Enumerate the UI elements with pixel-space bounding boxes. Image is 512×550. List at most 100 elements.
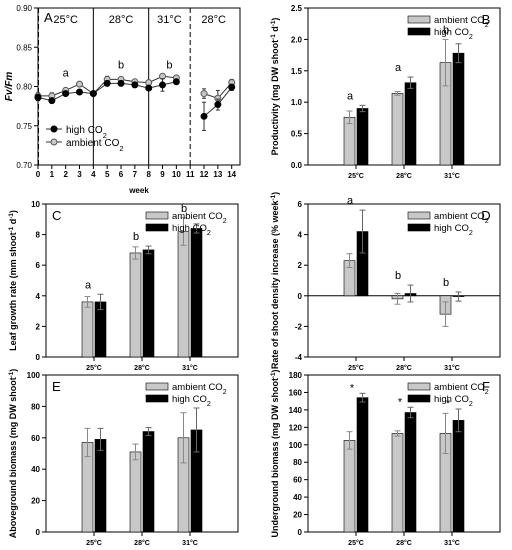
bar-ambient bbox=[177, 231, 190, 358]
y-tick-label: 10 bbox=[31, 200, 40, 209]
panel-letter: D bbox=[481, 208, 490, 223]
y-tick-label: 100 bbox=[27, 371, 41, 380]
significance-letter: a bbox=[395, 62, 402, 74]
bar-high bbox=[94, 301, 107, 358]
x-tick-label: 2 bbox=[63, 170, 68, 179]
panel-frame bbox=[307, 374, 501, 533]
y-tick-label: 6 bbox=[36, 261, 41, 270]
x-tick-label: 25°C bbox=[348, 539, 364, 547]
data-point bbox=[228, 83, 236, 91]
y-axis-label: Underground biomass (mg DW shoot-1) bbox=[270, 369, 281, 537]
legend-swatch-ambient bbox=[407, 211, 431, 220]
bar-high bbox=[356, 108, 369, 166]
data-point bbox=[214, 101, 222, 109]
panel-f: F 0 20 40 60 80 100 120 140 160 180 Underground bio… bbox=[270, 369, 501, 547]
significance-letter: a bbox=[85, 279, 92, 291]
x-tick-label: 31°C bbox=[444, 172, 460, 180]
legend-label: ambient CO2 bbox=[434, 211, 489, 225]
significance-letter: a bbox=[347, 195, 354, 207]
y-tick-label: 140 bbox=[289, 406, 303, 415]
data-point bbox=[200, 90, 208, 98]
significance-letter: b bbox=[181, 203, 187, 215]
significance-letter: * bbox=[446, 398, 451, 410]
panel-a: A 25°C 28°C 31°C 28°C0.700.750.800.850.900 1 2… bbox=[4, 4, 241, 195]
bar-ambient bbox=[391, 433, 404, 533]
bar-high bbox=[404, 412, 417, 533]
x-tick-label: 25°C bbox=[86, 539, 102, 547]
panel-e: E 0 20 40 60 80 100 Aboveground biomass (mg DW … bbox=[8, 369, 239, 547]
panel-letter: E bbox=[52, 379, 61, 394]
y-tick-label: 0 bbox=[298, 528, 303, 537]
y-axis-label: Productivity (mg DW shoot-1 d-1) bbox=[270, 18, 281, 156]
x-tick-label: 14 bbox=[227, 170, 236, 179]
y-tick-label: 0.0 bbox=[291, 161, 303, 170]
x-tick-label: 12 bbox=[200, 170, 209, 179]
y-axis-label: Rate of shoot density increase (% week-1… bbox=[270, 192, 281, 369]
data-point bbox=[131, 81, 139, 89]
y-tick-label: 0.5 bbox=[291, 130, 303, 139]
y-tick-label: 40 bbox=[293, 493, 302, 502]
legend-marker bbox=[50, 125, 58, 133]
data-point bbox=[76, 88, 84, 96]
y-tick-label: -2 bbox=[295, 322, 303, 331]
x-tick-label: 31°C bbox=[182, 364, 198, 372]
y-tick-label: 2 bbox=[36, 322, 41, 331]
panel-b: B 0.0 0.5 1.0 1.5 2.0 2.5 Productivity (mg DW s… bbox=[270, 4, 501, 180]
y-tick-label: 60 bbox=[293, 476, 302, 485]
y-tick-label: 20 bbox=[293, 511, 302, 520]
phase-label: 28°C bbox=[201, 14, 226, 26]
panel-letter: F bbox=[482, 379, 490, 394]
y-tick-label: 4 bbox=[298, 231, 303, 240]
bar-high bbox=[356, 397, 369, 533]
legend-swatch-high bbox=[407, 223, 431, 232]
legend-label: high CO2 bbox=[66, 125, 107, 140]
significance-letter: b bbox=[133, 231, 139, 243]
significance-letter: * bbox=[350, 382, 355, 394]
panel-letter: B bbox=[482, 12, 491, 27]
y-axis-label: Fv/Fm bbox=[4, 72, 15, 102]
y-tick-label: 80 bbox=[293, 458, 302, 467]
x-tick-label: 31°C bbox=[444, 364, 460, 372]
y-tick-label: 1.0 bbox=[291, 98, 303, 107]
bar-ambient bbox=[129, 451, 142, 533]
y-tick-label: 0 bbox=[36, 528, 41, 537]
y-tick-label: 0.85 bbox=[16, 43, 32, 52]
legend-swatch-ambient bbox=[407, 382, 431, 391]
y-tick-label: 6 bbox=[298, 200, 303, 209]
y-tick-label: 0.70 bbox=[16, 161, 32, 170]
y-axis-label: Aboveground biomass (mg DW shoot-1) bbox=[8, 369, 19, 539]
data-point bbox=[145, 84, 153, 92]
y-tick-label: 80 bbox=[31, 402, 40, 411]
x-tick-label: 1 bbox=[50, 170, 55, 179]
x-tick-label: 3 bbox=[77, 170, 82, 179]
data-point bbox=[89, 90, 97, 98]
y-tick-label: 2 bbox=[298, 261, 303, 270]
bar-high bbox=[452, 420, 465, 533]
legend-label: high CO2 bbox=[172, 223, 211, 237]
legend-marker bbox=[50, 138, 58, 146]
x-tick-label: 31°C bbox=[444, 539, 460, 547]
x-tick-label: 25°C bbox=[348, 364, 364, 372]
data-point bbox=[34, 93, 42, 101]
bar-high bbox=[142, 431, 155, 533]
data-point bbox=[62, 90, 70, 98]
x-tick-label: 28°C bbox=[396, 364, 412, 372]
significance-letter: b bbox=[118, 59, 124, 71]
x-tick-label: 0 bbox=[36, 170, 41, 179]
data-point bbox=[48, 97, 56, 105]
bar-high bbox=[190, 228, 203, 358]
legend-swatch-ambient bbox=[145, 211, 169, 220]
y-tick-label: 100 bbox=[289, 441, 303, 450]
legend-label: ambient CO2 bbox=[434, 15, 489, 29]
significance-letter: b bbox=[166, 59, 172, 71]
y-tick-label: 8 bbox=[36, 231, 41, 240]
significance-letter: b bbox=[443, 277, 449, 289]
y-tick-label: 4 bbox=[36, 292, 41, 301]
x-tick-label: 25°C bbox=[86, 364, 102, 372]
x-tick-label: 28°C bbox=[134, 539, 150, 547]
x-tick-label: 6 bbox=[119, 170, 124, 179]
y-tick-label: 0 bbox=[298, 292, 303, 301]
phase-label: 31°C bbox=[157, 14, 182, 26]
legend-label: high CO2 bbox=[434, 223, 473, 237]
